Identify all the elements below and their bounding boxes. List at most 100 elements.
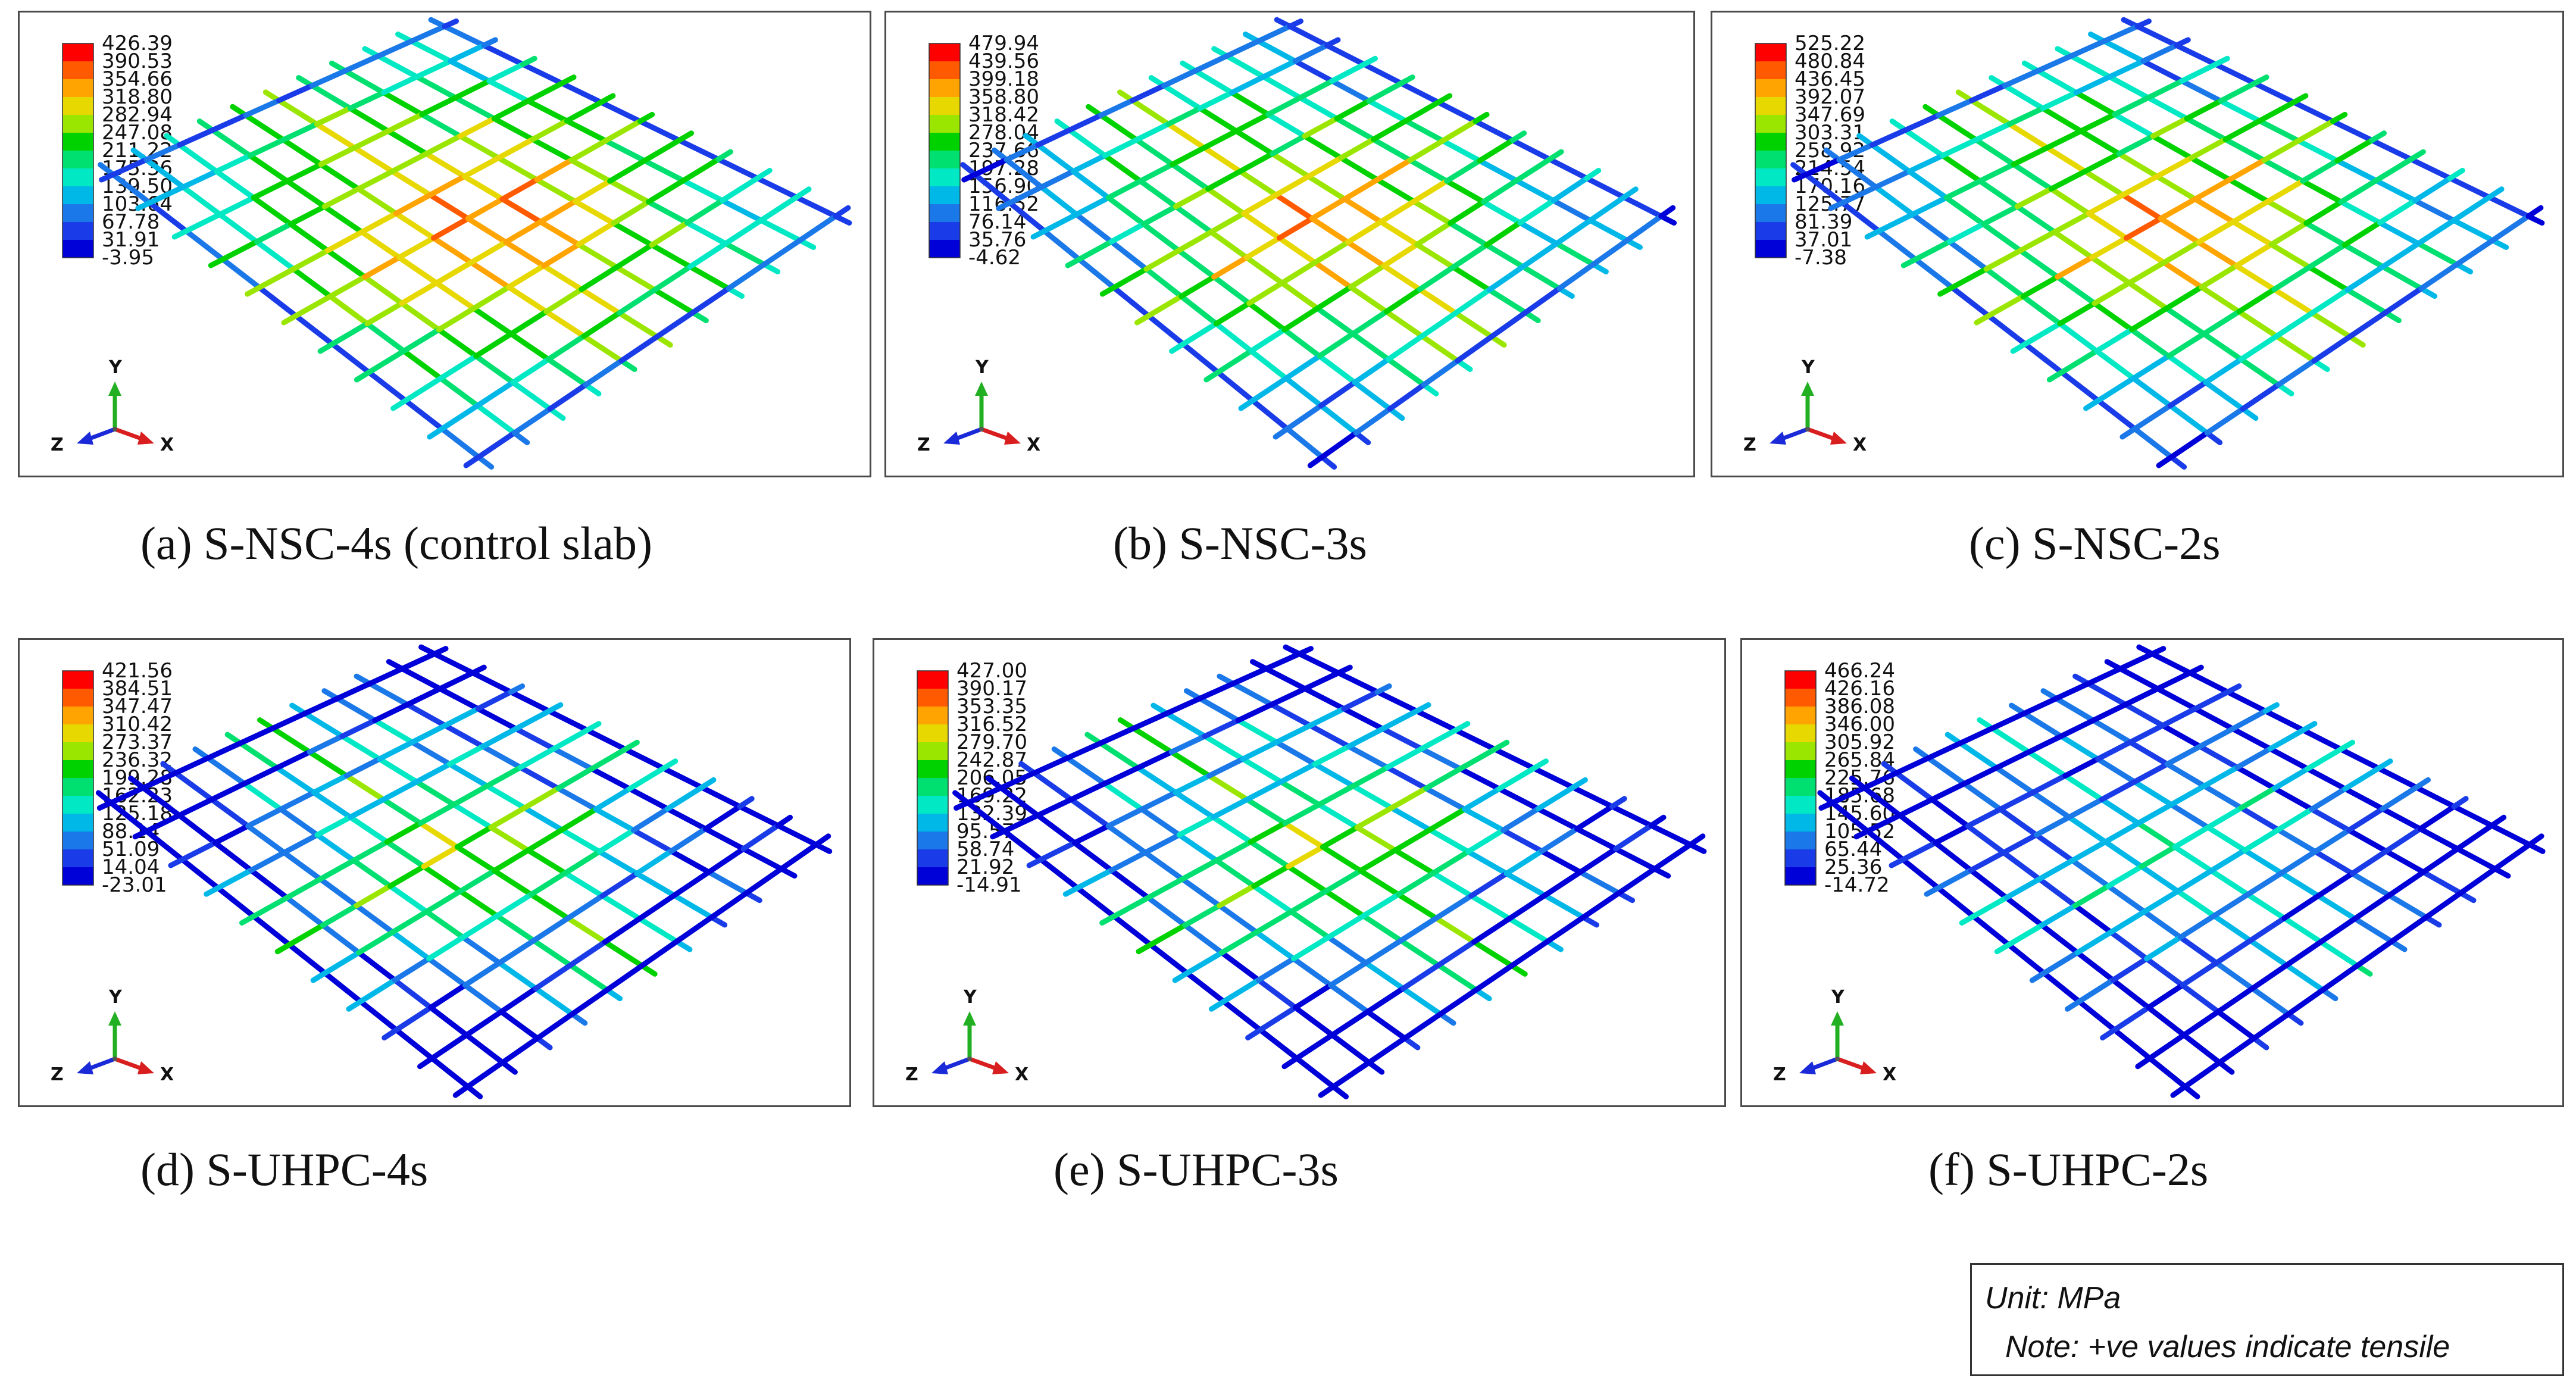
rebar-segment (2300, 721, 2318, 733)
legend-swatch (929, 79, 960, 97)
rebar-segment (761, 237, 803, 267)
rebar-segment (1035, 796, 1074, 818)
legend-f: 466.24426.16386.08346.00305.92265.84225.… (1784, 659, 1895, 897)
rebar-segment (511, 406, 553, 436)
legend-value: 310.42 (102, 712, 173, 736)
rebar-segment (1440, 138, 1483, 164)
rebar-segment (2022, 321, 2063, 347)
legend-swatch (1785, 867, 1816, 885)
rebar-segment (1002, 812, 1041, 834)
rebar-segment (1146, 313, 1186, 347)
rebar-segment (426, 956, 468, 988)
rebar-segment (1547, 149, 1564, 162)
rebar-segment (1328, 982, 1371, 1015)
panel-b: 479.94 439.56 399.18 358.80 318.42 278.04 237.… (884, 11, 1695, 477)
rebar-segment (2132, 426, 2174, 460)
rebar-segment (1971, 914, 2012, 948)
rebar-segment (215, 885, 257, 919)
rebar-segment (429, 1055, 471, 1090)
rebar-segment (2187, 670, 2231, 695)
rebar-segment (393, 192, 433, 217)
rebar-segment (2052, 211, 2092, 235)
rebar-segment (317, 876, 359, 908)
legend-swatch (917, 671, 948, 689)
rebar-segment (2447, 168, 2465, 181)
rebar-segment (547, 382, 589, 412)
rebar-segment (2003, 876, 2042, 901)
rebar-segment (1309, 196, 1348, 221)
legend-swatch (62, 867, 93, 885)
rebar-segment (1969, 98, 2012, 127)
rebar-segment (442, 23, 487, 48)
rebar-segment (2286, 987, 2326, 1017)
rebar-segment (2000, 832, 2039, 855)
rebar-segment (1202, 717, 1241, 739)
rebar-segment (1076, 239, 1114, 262)
rebar-segment (2355, 939, 2394, 968)
rebar-segment (342, 68, 386, 96)
rebar-segment (719, 198, 764, 223)
z-axis-head (1770, 432, 1786, 445)
rebar-segment (432, 651, 476, 676)
legend-swatch (1785, 814, 1816, 832)
rebar-segment (642, 137, 682, 164)
legend-swatch (62, 707, 93, 724)
rebar-segment (1307, 706, 1347, 729)
rebar-segment (1273, 173, 1311, 198)
rebar-segment (209, 781, 248, 802)
rebar-segment (530, 136, 574, 163)
rebar-segment (314, 814, 354, 838)
rebar-segment (491, 848, 531, 874)
rebar-segment (1042, 228, 1082, 262)
rebar-segment (1145, 895, 1188, 928)
stress-plot-b: 479.94439.56399.18358.80318.42278.04237.… (917, 17, 1677, 470)
panel-d: 421.56 384.51 347.47 310.42 273.37 236.32 199.… (18, 638, 851, 1107)
rebar-segment (2168, 802, 2211, 830)
rebar-segment (1250, 398, 1290, 432)
rebar-segment (2222, 136, 2267, 163)
rebar-segment (1407, 138, 1446, 163)
legend-value: 354.66 (102, 67, 173, 91)
rebar-segment (589, 766, 633, 792)
rebar-segment (212, 840, 254, 873)
rebar-segment (2486, 186, 2505, 200)
rebar-segment (1489, 310, 1528, 340)
rebar-segment (1803, 157, 1842, 177)
rebar-segment (715, 157, 760, 181)
rebar-segment (1276, 235, 1318, 265)
rebar-segment (2011, 161, 2054, 192)
rebar-segment (2142, 909, 2183, 940)
rebar-segment (318, 161, 361, 192)
legend-value: 265.84 (1824, 748, 1895, 772)
rebar-segment (1400, 986, 1443, 1017)
rebar-segment (1363, 960, 1406, 992)
rebar-segment (607, 158, 648, 184)
rebar-segment (491, 115, 536, 142)
rebar-segment (1414, 242, 1456, 270)
rebar-segment (1170, 145, 1207, 167)
axis-origin (979, 427, 984, 432)
rebar-segment (1255, 38, 1298, 64)
rebar-segment (2108, 909, 2147, 935)
rebar-segment (2312, 827, 2352, 855)
rebar-segment (1935, 867, 1974, 891)
rebar-segment (1348, 263, 1387, 290)
legend-swatch (917, 778, 948, 796)
rebar-segment (755, 168, 773, 181)
rebar-segment (1219, 950, 1262, 983)
rebar-segment (1577, 869, 1622, 896)
rebar-segment (1342, 196, 1384, 225)
rebar-segment (2227, 157, 2267, 183)
rebar-segment (1361, 892, 1401, 919)
rebar-segment (1070, 168, 1111, 201)
rebar-segment (2334, 137, 2375, 164)
rebar-segment (1514, 157, 1553, 183)
rebar-segment (2225, 689, 2268, 714)
legend-swatch (62, 778, 93, 796)
rebar-segment (2204, 406, 2246, 436)
rebar-segment (680, 177, 725, 204)
rebar-segment (1318, 403, 1359, 436)
rebar-segment (596, 827, 636, 855)
rebar-segment (1870, 142, 1912, 174)
rebar-segment (183, 228, 226, 262)
